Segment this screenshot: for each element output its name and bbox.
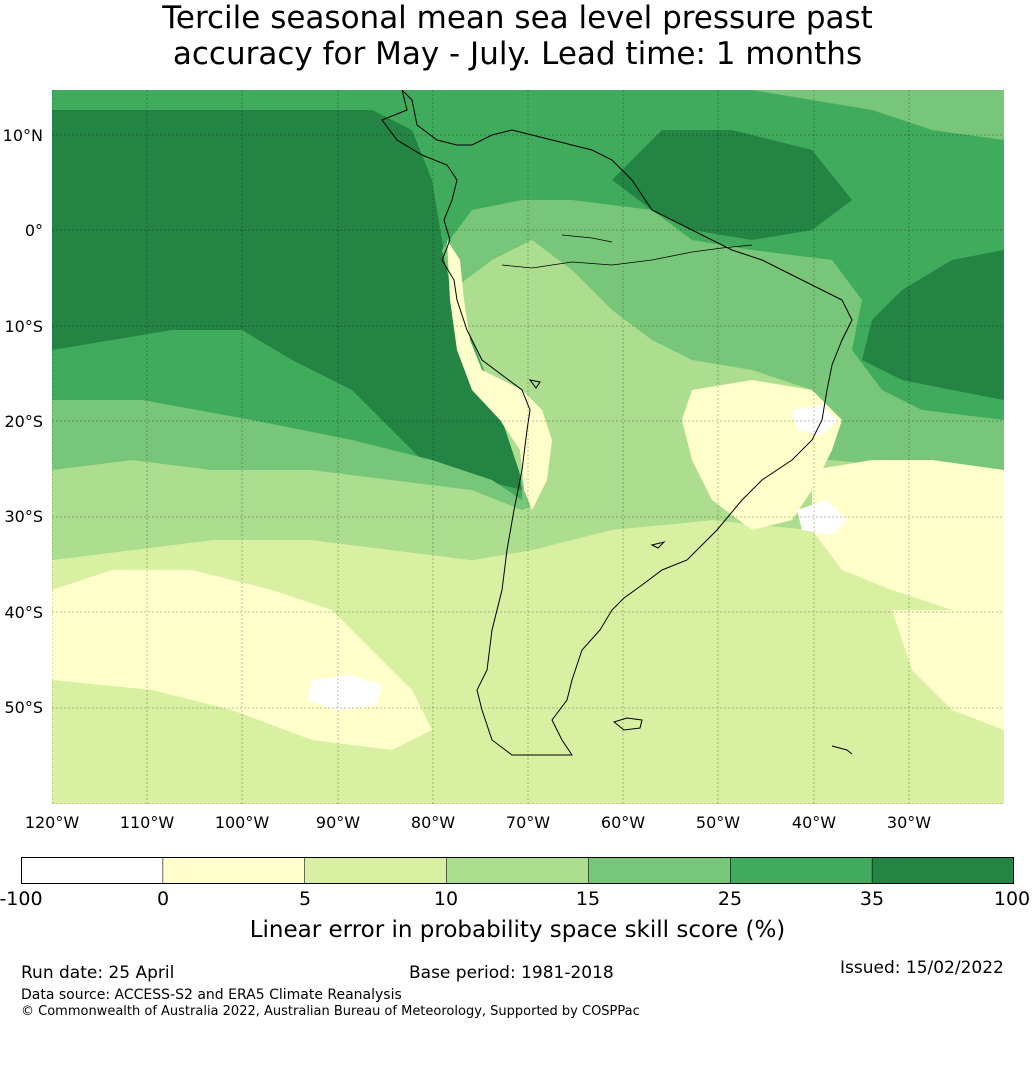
colorbar xyxy=(21,857,1014,884)
base-period: Base period: 1981-2018 xyxy=(409,963,614,983)
region-band-5-10 xyxy=(52,520,1004,804)
lat-label-10s: 10°S xyxy=(4,317,43,336)
lon-label-100w: 100°W xyxy=(214,813,270,832)
colorbar-segment xyxy=(162,857,305,884)
lat-label-0: 0° xyxy=(24,221,43,240)
colorbar-segment xyxy=(304,857,447,884)
amazon-river xyxy=(501,244,753,269)
region-pacific-dark xyxy=(52,110,522,490)
title-line-2: accuracy for May - July. Lead time: 1 mo… xyxy=(172,36,863,72)
colorbar-segment xyxy=(446,857,589,884)
run-date: Run date: 25 April xyxy=(21,963,175,983)
region-north-atlantic-dark xyxy=(612,130,852,240)
copyright: © Commonwealth of Australia 2022, Austra… xyxy=(21,1004,640,1019)
colorbar-segment xyxy=(730,857,873,884)
title-line-1: Tercile seasonal mean sea level pressure… xyxy=(162,0,873,36)
lake-titicaca xyxy=(528,379,541,389)
region-atlantic-dark xyxy=(862,250,1004,400)
skill-map xyxy=(52,90,1004,804)
lon-label-70w: 70°W xyxy=(505,813,551,832)
colorbar-segment xyxy=(21,857,163,884)
lat-label-40s: 40°S xyxy=(4,603,43,622)
lon-label-50w: 50°W xyxy=(695,813,741,832)
region-0-5-atlantic xyxy=(812,460,1004,610)
lagoon-patos xyxy=(650,541,666,549)
chart-title: Tercile seasonal mean sea level pressure… xyxy=(0,0,1035,72)
region-negative-brazil xyxy=(792,405,837,435)
colorbar-tick-100: 100 xyxy=(993,888,1031,910)
lon-label-80w: 80°W xyxy=(410,813,456,832)
lon-label-110w: 110°W xyxy=(119,813,175,832)
region-top-right xyxy=(752,90,1004,140)
south-america-coastline xyxy=(381,90,853,756)
lon-label-60w: 60°W xyxy=(600,813,646,832)
lon-label-120w: 120°W xyxy=(24,813,80,832)
colorbar-label: Linear error in probability space skill … xyxy=(249,917,786,943)
lon-label-90w: 90°W xyxy=(315,813,361,832)
colorbar-segment xyxy=(872,857,1014,884)
colorbar-border xyxy=(21,857,1014,884)
colorbar-tick-5: 5 xyxy=(298,888,312,910)
lat-label-10n: 10°N xyxy=(2,126,43,145)
colorbar-tick-15: 15 xyxy=(575,888,601,910)
region-continent-10-15 xyxy=(452,240,832,590)
lat-label-20s: 20°S xyxy=(4,412,43,431)
south-georgia xyxy=(831,745,853,755)
colorbar-tick-35: 35 xyxy=(859,888,885,910)
region-0-5-south-atlantic xyxy=(892,610,1004,730)
colorbar-tick-25: 25 xyxy=(717,888,743,910)
colorbar-tick-10: 10 xyxy=(433,888,459,910)
colorbar-tick-neg100: -100 xyxy=(0,888,43,910)
lon-label-30w: 30°W xyxy=(886,813,932,832)
issued-date: Issued: 15/02/2022 xyxy=(840,958,1004,978)
colorbar-tick-0: 0 xyxy=(156,888,170,910)
region-negative-pacific xyxy=(307,675,382,710)
region-negative-atlantic xyxy=(797,500,847,535)
lat-label-50s: 50°S xyxy=(4,698,43,717)
data-source: Data source: ACCESS-S2 and ERA5 Climate … xyxy=(21,987,402,1003)
colorbar-segment xyxy=(588,857,731,884)
river-negro xyxy=(561,234,613,243)
falkland-islands xyxy=(612,717,643,731)
lat-label-30s: 30°S xyxy=(4,507,43,526)
lon-label-40w: 40°W xyxy=(791,813,837,832)
